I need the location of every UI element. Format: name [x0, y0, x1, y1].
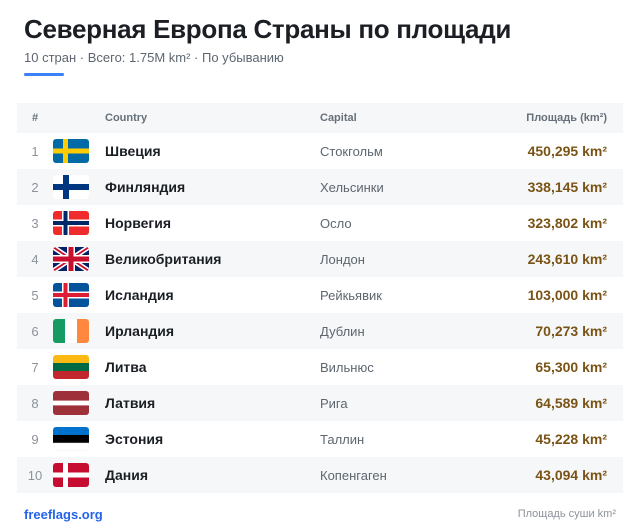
finland-flag-icon — [53, 175, 89, 199]
table-row: 6 Ирландия Дублин 70,273 km² — [17, 313, 623, 349]
row-area: 323,802 km² — [527, 215, 607, 231]
row-country: Великобритания — [105, 251, 222, 267]
table-row: 8 Латвия Рига 64,589 km² — [17, 385, 623, 421]
title-accent-bar — [24, 73, 64, 76]
row-flag-cell — [53, 391, 105, 415]
page-header: Северная Европа Страны по площади 10 стр… — [24, 12, 624, 76]
table-header: # Country Capital Площадь (km²) — [17, 103, 623, 133]
column-header-area: Площадь (km²) — [526, 112, 607, 124]
row-country: Эстония — [105, 431, 164, 447]
row-area: 64,589 km² — [535, 395, 607, 411]
row-country: Норвегия — [105, 215, 172, 231]
row-country: Латвия — [105, 395, 156, 411]
row-flag-cell — [53, 247, 105, 271]
brand-link[interactable]: freeflags.org — [24, 506, 103, 522]
row-rank: 4 — [31, 251, 39, 267]
row-flag-cell — [53, 427, 105, 451]
row-rank: 7 — [31, 359, 39, 375]
row-flag-cell — [53, 319, 105, 343]
row-flag-cell — [53, 355, 105, 379]
row-area: 103,000 km² — [527, 287, 607, 303]
row-country: Швеция — [105, 143, 161, 159]
row-area: 43,094 km² — [535, 467, 607, 483]
norway-flag-icon — [53, 211, 89, 235]
row-capital: Вильнюс — [320, 359, 374, 375]
column-header-country: Country — [105, 112, 148, 124]
row-flag-cell — [53, 175, 105, 199]
row-capital: Осло — [320, 215, 352, 231]
table-row: 3 Норвегия Осло 323,802 km² — [17, 205, 623, 241]
row-country: Литва — [105, 359, 147, 375]
row-area: 65,300 km² — [535, 359, 607, 375]
page-title: Северная Европа Страны по площади — [24, 14, 512, 44]
iceland-flag-icon — [53, 283, 89, 307]
row-flag-cell — [53, 463, 105, 487]
table-row: 5 Исландия Рейкьявик 103,000 km² — [17, 277, 623, 313]
row-capital: Хельсинки — [320, 179, 384, 195]
latvia-flag-icon — [53, 391, 89, 415]
row-area: 450,295 km² — [527, 143, 607, 159]
denmark-flag-icon — [53, 463, 89, 487]
row-country: Ирландия — [105, 323, 175, 339]
row-area: 45,228 km² — [535, 431, 607, 447]
uk-flag-icon — [53, 247, 89, 271]
estonia-flag-icon — [53, 427, 89, 451]
table-row: 9 Эстония Таллин 45,228 km² — [17, 421, 623, 457]
column-header-capital: Capital — [320, 112, 357, 124]
table-row: 4 Великобритания Лондон 243,610 km² — [17, 241, 623, 277]
row-capital: Дублин — [320, 323, 365, 339]
row-rank: 5 — [31, 287, 39, 303]
row-area: 243,610 km² — [527, 251, 607, 267]
column-header-rank: # — [31, 112, 39, 124]
row-capital: Рига — [320, 395, 348, 411]
row-flag-cell — [53, 283, 105, 307]
table-row: 7 Литва Вильнюс 65,300 km² — [17, 349, 623, 385]
row-flag-cell — [53, 139, 105, 163]
row-capital: Стокгольм — [320, 143, 383, 159]
row-capital: Рейкьявик — [320, 287, 382, 303]
row-flag-cell — [53, 211, 105, 235]
row-country: Дания — [105, 467, 148, 483]
row-capital: Лондон — [320, 251, 365, 267]
row-country: Исландия — [105, 287, 174, 303]
table-row: 1 Швеция Стокгольм 450,295 km² — [17, 133, 623, 169]
row-rank: 9 — [31, 431, 39, 447]
row-rank: 2 — [31, 179, 39, 195]
row-capital: Копенгаген — [320, 467, 387, 483]
sweden-flag-icon — [53, 139, 89, 163]
countries-table: # Country Capital Площадь (km²) 1 Швеция С… — [17, 103, 623, 493]
table-row: 10 Дания Копенгаген 43,094 km² — [17, 457, 623, 493]
row-capital: Таллин — [320, 431, 365, 447]
page-footer: freeflags.org Площадь суши km² — [24, 505, 616, 523]
table-body: 1 Швеция Стокгольм 450,295 km² 2 Финляндия Хел… — [17, 133, 623, 493]
page-subtitle: 10 стран · Всего: 1.75M km² · По убывани… — [24, 50, 284, 65]
row-rank: 8 — [31, 395, 39, 411]
row-rank: 10 — [27, 467, 43, 483]
row-rank: 1 — [31, 143, 39, 159]
table-row: 2 Финляндия Хельсинки 338,145 km² — [17, 169, 623, 205]
ireland-flag-icon — [53, 319, 89, 343]
row-rank: 3 — [31, 215, 39, 231]
footer-note: Площадь суши km² — [517, 508, 616, 520]
lithuania-flag-icon — [53, 355, 89, 379]
row-rank: 6 — [31, 323, 39, 339]
row-country: Финляндия — [105, 179, 186, 195]
row-area: 70,273 km² — [535, 323, 607, 339]
row-area: 338,145 km² — [527, 179, 607, 195]
